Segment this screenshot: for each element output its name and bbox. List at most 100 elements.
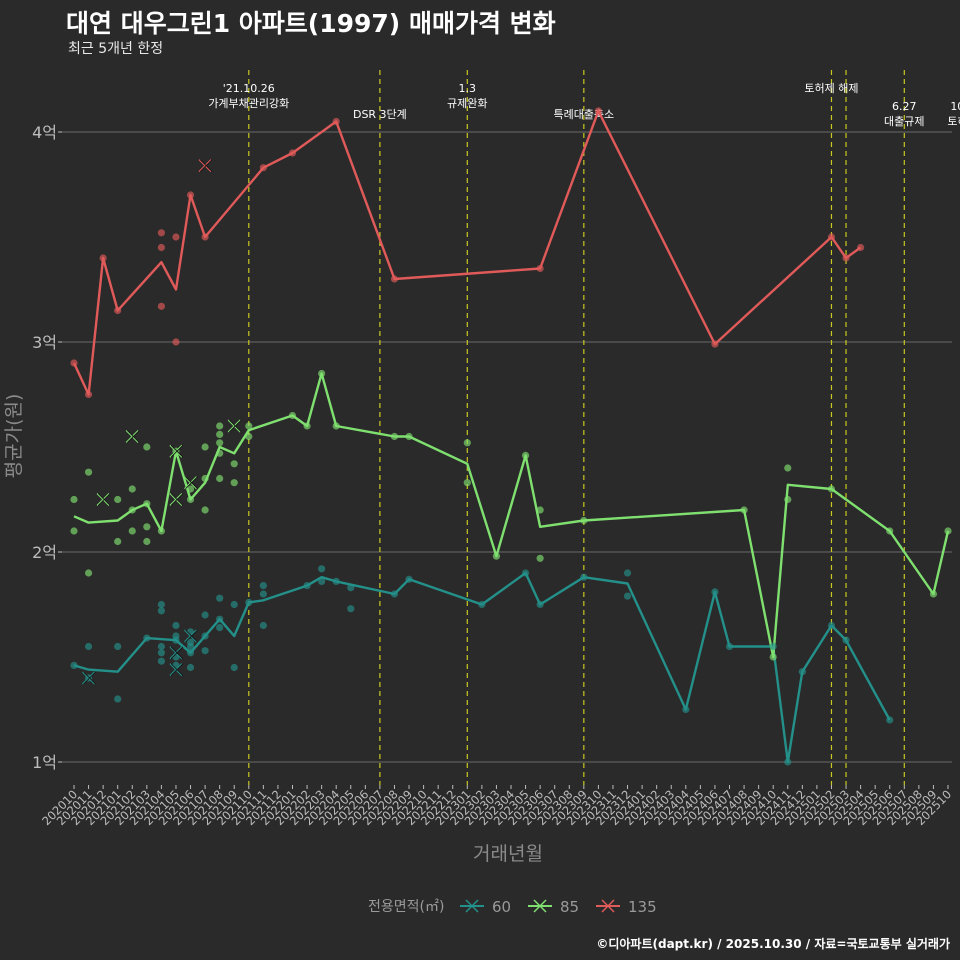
data-point bbox=[201, 647, 209, 655]
mark-stroke bbox=[228, 419, 242, 433]
data-point bbox=[245, 422, 253, 430]
mark-stroke bbox=[82, 671, 96, 685]
data-point bbox=[157, 527, 165, 535]
data-point bbox=[84, 390, 93, 399]
legend-key-mark bbox=[465, 899, 479, 913]
cancelled-trade-mark bbox=[96, 493, 111, 506]
data-point bbox=[784, 464, 792, 472]
data-point bbox=[99, 254, 107, 262]
mark-stroke bbox=[185, 629, 198, 643]
event-label: 토허제 해제 bbox=[804, 81, 858, 95]
data-point bbox=[230, 460, 238, 468]
data-point bbox=[245, 432, 253, 441]
data-point bbox=[201, 611, 209, 619]
data-point bbox=[70, 359, 78, 367]
data-point bbox=[332, 577, 340, 586]
mark-stroke bbox=[169, 444, 183, 458]
mark-stroke bbox=[169, 646, 183, 660]
data-point bbox=[128, 485, 136, 493]
data-point bbox=[186, 485, 195, 493]
chart-subtitle: 최근 5개년 한정 bbox=[68, 41, 164, 57]
data-point bbox=[827, 621, 836, 630]
event-label: 특례대출축소 bbox=[553, 108, 614, 121]
mark-stroke bbox=[170, 444, 184, 458]
event-label: 1.3 bbox=[459, 82, 477, 95]
mark-stroke bbox=[97, 493, 111, 506]
data-point bbox=[172, 621, 180, 630]
data-point bbox=[230, 600, 238, 609]
data-point bbox=[157, 302, 165, 310]
mark-stroke bbox=[185, 476, 198, 489]
cancelled-trade-mark bbox=[184, 629, 198, 643]
mark-stroke bbox=[126, 430, 140, 443]
data-point bbox=[798, 668, 806, 676]
series-lines bbox=[72, 109, 950, 764]
data-point bbox=[303, 422, 311, 430]
legend-label: 85 bbox=[560, 898, 579, 916]
mark-stroke bbox=[184, 476, 198, 490]
data-point bbox=[711, 588, 719, 596]
data-point bbox=[303, 582, 311, 590]
data-point bbox=[288, 411, 297, 420]
data-point bbox=[216, 439, 224, 447]
data-point bbox=[216, 594, 224, 602]
data-point bbox=[769, 653, 777, 661]
data-point bbox=[347, 605, 355, 613]
legend-key-mark bbox=[601, 899, 615, 913]
data-point bbox=[114, 695, 122, 703]
data-point bbox=[216, 624, 224, 632]
data-point bbox=[784, 758, 792, 766]
cancelled-trade-mark bbox=[198, 159, 213, 173]
cancelled-trade-mark bbox=[227, 419, 242, 433]
data-point bbox=[594, 107, 603, 115]
data-point bbox=[521, 451, 530, 459]
data-point bbox=[536, 600, 544, 609]
footer-credit: ©디아파트(dapt.kr) / 2025.10.30 / 자료=국토교통부 실… bbox=[596, 937, 950, 951]
data-point bbox=[143, 443, 151, 451]
event-label: '21.10.26 bbox=[223, 82, 275, 95]
mark-stroke bbox=[198, 159, 212, 173]
cancelled-trade-mark bbox=[125, 430, 140, 443]
data-point bbox=[114, 495, 122, 504]
y-tick-label: 4억 bbox=[32, 123, 57, 142]
data-point bbox=[216, 422, 224, 430]
mark-stroke bbox=[227, 419, 241, 433]
data-point bbox=[390, 432, 399, 441]
data-point bbox=[405, 575, 413, 583]
data-point bbox=[157, 243, 165, 252]
data-point bbox=[114, 537, 122, 546]
data-point bbox=[725, 642, 734, 651]
data-point bbox=[288, 149, 297, 157]
cancelled-trade-mark bbox=[169, 444, 184, 458]
cancelled-trade-mark bbox=[82, 671, 96, 685]
data-point bbox=[157, 642, 165, 651]
data-point bbox=[216, 430, 224, 438]
y-axis: 1억 2억 3억 4억 bbox=[32, 123, 62, 772]
data-point bbox=[216, 615, 224, 623]
data-point bbox=[492, 552, 501, 560]
data-point bbox=[172, 636, 180, 644]
cancelled-trade-mark bbox=[169, 646, 184, 660]
data-point bbox=[157, 600, 165, 609]
event-label: DSR 3단계 bbox=[353, 108, 407, 121]
data-point bbox=[623, 592, 632, 600]
data-point bbox=[157, 649, 165, 657]
data-point bbox=[157, 607, 165, 615]
cancelled-trade-mark bbox=[169, 493, 184, 506]
data-point bbox=[143, 634, 151, 642]
event-label: 토허제 bbox=[947, 115, 960, 128]
cancelled-trade-mark bbox=[169, 663, 184, 677]
cancelled-trade-mark bbox=[184, 476, 198, 490]
data-point bbox=[114, 642, 122, 651]
data-point bbox=[216, 449, 224, 457]
data-point bbox=[143, 500, 151, 508]
data-point bbox=[318, 577, 326, 586]
data-point bbox=[216, 474, 224, 483]
chart-title: 대연 대우그린1 아파트(1997) 매매가격 변화 bbox=[66, 9, 556, 38]
data-point bbox=[230, 479, 238, 487]
event-label: 가계부채관리강화 bbox=[208, 97, 289, 110]
data-point bbox=[827, 485, 836, 493]
data-point bbox=[201, 233, 209, 241]
